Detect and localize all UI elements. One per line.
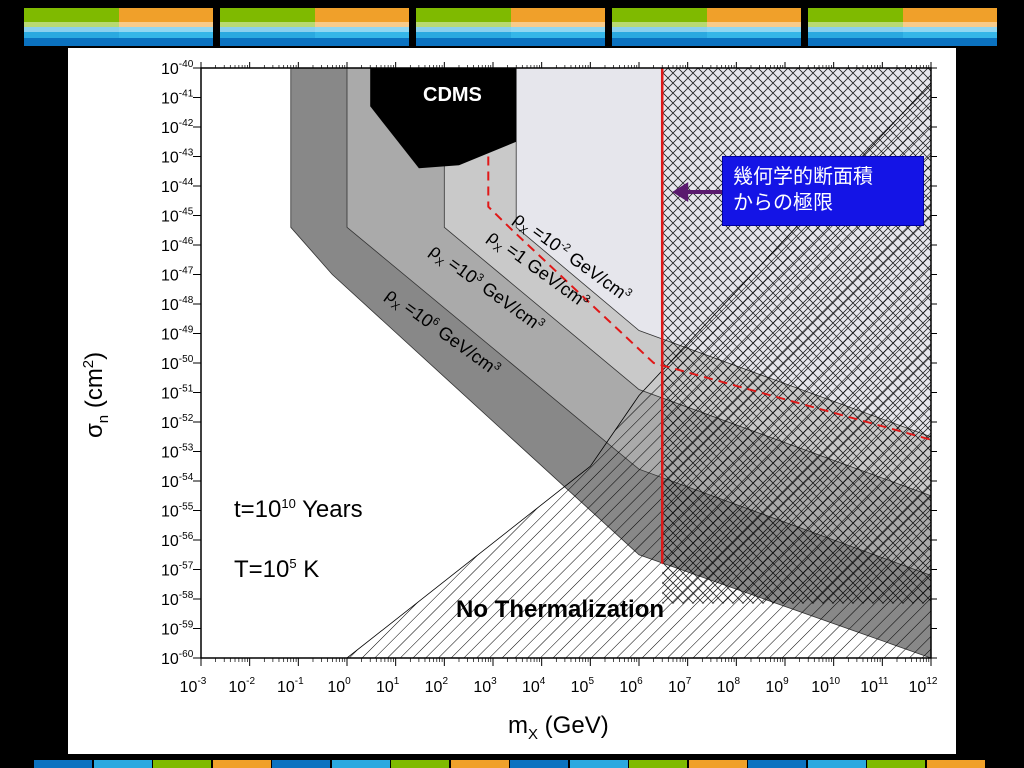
cdms-region: [370, 68, 517, 169]
footer-stripe: [272, 760, 330, 768]
y-tick-label: 10-55: [161, 502, 194, 521]
no-thermalization-label: No Thermalization: [456, 596, 665, 623]
footer-stripe: [34, 760, 92, 768]
footer-stripe: [391, 760, 449, 768]
banner-block: [808, 8, 997, 46]
y-tick-label: 10-59: [161, 620, 194, 639]
geometric-limit-callout: 幾何学的断面積 からの極限: [722, 156, 924, 226]
geometric-limit-crosshatch: [662, 68, 931, 604]
banner-block: [24, 8, 213, 46]
callout-arrow-head: [672, 182, 689, 202]
y-tick-label: 10-45: [161, 207, 194, 226]
footer-stripe: [629, 760, 687, 768]
x-tick-label: 102: [425, 676, 449, 696]
footer-stripe: [213, 760, 271, 768]
y-tick-label: 10-57: [161, 561, 194, 580]
footer-stripe: [689, 760, 747, 768]
y-tick-label: 10-43: [161, 148, 194, 167]
x-tick-label: 10-2: [228, 676, 255, 696]
x-tick-label: 107: [668, 676, 692, 696]
x-tick-label: 103: [473, 676, 497, 696]
temperature-label: T=105 K: [234, 556, 320, 583]
banner-block: [220, 8, 409, 46]
time-label: t=1010 Years: [234, 496, 363, 523]
y-tick-label: 10-50: [161, 354, 194, 373]
y-axis-title: σn (cm2): [80, 351, 112, 438]
callout-line-1: 幾何学的断面積: [733, 164, 873, 188]
y-tick-label: 10-58: [161, 590, 194, 609]
banner-block: [416, 8, 605, 46]
footer-stripe: [867, 760, 925, 768]
footer-stripe: [927, 760, 985, 768]
x-tick-label: 10-1: [277, 676, 304, 696]
x-tick-label: 109: [765, 676, 789, 696]
y-tick-label: 10-53: [161, 443, 194, 462]
footer-stripe: [808, 760, 866, 768]
footer-stripe: [153, 760, 211, 768]
footer-stripe: [451, 760, 509, 768]
footer-stripe: [570, 760, 628, 768]
footer-stripe: [510, 760, 568, 768]
x-tick-label: 100: [327, 676, 351, 696]
cdms-label: CDMS: [423, 84, 482, 106]
x-axis-title: mX (GeV): [508, 712, 609, 743]
x-tick-label: 105: [571, 676, 595, 696]
x-tick-label: 108: [717, 676, 741, 696]
x-tick-label: 1012: [909, 676, 938, 696]
y-tick-label: 10-56: [161, 531, 194, 550]
y-tick-label: 10-47: [161, 266, 194, 285]
y-tick-label: 10-40: [161, 59, 194, 78]
y-tick-label: 10-60: [161, 649, 194, 668]
x-tick-label: 101: [376, 676, 400, 696]
red-dashed-limit-line: [487, 156, 931, 441]
footer-stripe: [748, 760, 806, 768]
callout-line-2: からの極限: [733, 190, 833, 214]
y-tick-label: 10-48: [161, 295, 194, 314]
footer-stripe: [332, 760, 390, 768]
y-tick-label: 10-42: [161, 118, 194, 137]
footer-stripe: [94, 760, 152, 768]
y-tick-label: 10-51: [161, 384, 194, 403]
y-tick-label: 10-49: [161, 325, 194, 344]
banner-block: [612, 8, 801, 46]
x-tick-label: 1010: [811, 676, 840, 696]
y-tick-label: 10-54: [161, 472, 194, 491]
x-tick-label: 104: [522, 676, 546, 696]
y-tick-label: 10-46: [161, 236, 194, 255]
x-tick-label: 10-3: [180, 676, 207, 696]
y-tick-label: 10-52: [161, 413, 194, 432]
x-tick-label: 1011: [860, 676, 889, 696]
chart: 10-3 10-2 10-1 100 101 102 103 104 105 106 107 108 1…: [161, 59, 938, 696]
y-tick-label: 10-41: [161, 89, 194, 108]
x-tick-label: 106: [619, 676, 643, 696]
y-tick-label: 10-44: [161, 177, 194, 196]
chart-panel: 10-3 10-2 10-1 100 101 102 103 104 105 106 107 108 1…: [68, 48, 956, 754]
